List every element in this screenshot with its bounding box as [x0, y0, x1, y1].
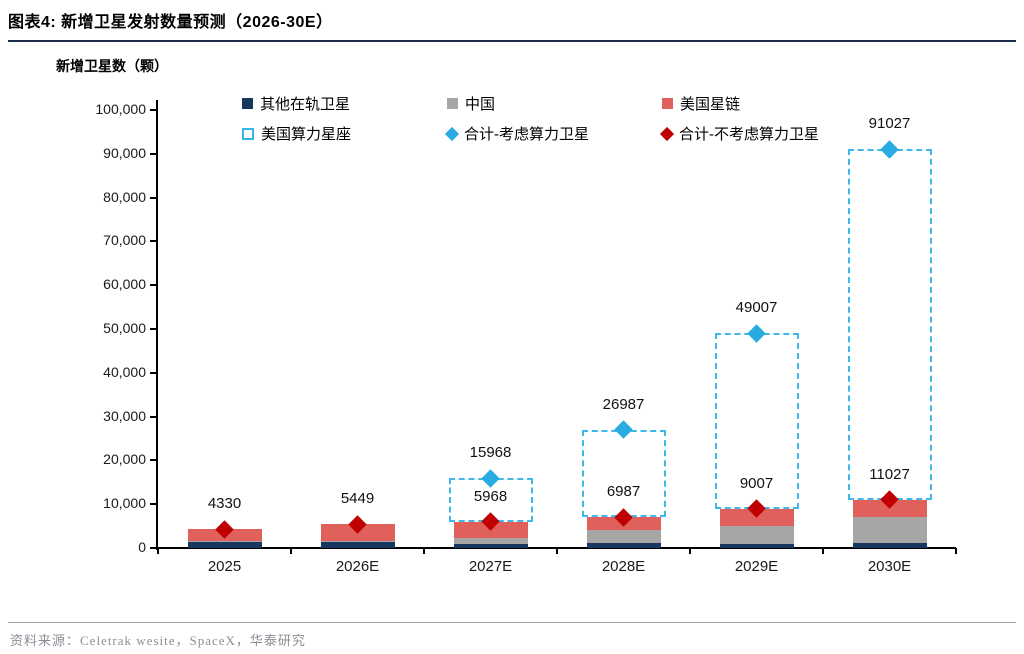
x-axis-tick	[556, 548, 558, 554]
bar-segment-china	[453, 538, 528, 544]
x-category-label: 2029E	[734, 558, 779, 575]
y-tick-label: 40,000	[103, 363, 146, 380]
legend-diamond-icon	[659, 126, 675, 141]
figure-title: 图表4: 新增卫星发射数量预测（2026-30E）	[8, 14, 333, 31]
x-axis-tick	[290, 548, 292, 554]
legend-label: 美国星链	[680, 96, 741, 113]
source-note: 资料来源：Celetrak wesite，SpaceX，华泰研究	[10, 633, 306, 648]
legend-label: 中国	[465, 96, 496, 113]
y-axis-tick	[150, 284, 157, 287]
legend-label: 美国算力星座	[261, 126, 352, 143]
bar-segment-other-in-orbit	[719, 544, 794, 548]
figure-title-bar: 图表4: 新增卫星发射数量预测（2026-30E）	[8, 8, 1016, 42]
bar-segment-other-in-orbit	[187, 542, 262, 548]
legend-label: 合计-考虑算力卫星	[464, 126, 589, 143]
total-without-compute-label: 11027	[869, 465, 910, 483]
total-with-compute-label: 26987	[602, 395, 645, 413]
bar-segment-china	[187, 541, 262, 543]
y-axis-tick	[150, 240, 157, 243]
y-tick-label: 90,000	[103, 144, 146, 161]
x-axis-tick	[689, 548, 691, 554]
footer-divider	[8, 622, 1016, 623]
bar-segment-china	[852, 517, 927, 544]
legend-dashed-square-icon	[242, 127, 254, 140]
y-axis-tick	[150, 196, 157, 199]
bar-segment-other-in-orbit	[453, 543, 528, 548]
bar-segment-other-in-orbit	[320, 541, 395, 548]
legend-label: 其他在轨卫星	[260, 96, 351, 113]
y-axis-tick	[150, 459, 157, 462]
compute-constellation-box	[847, 149, 932, 500]
x-category-label: 2028E	[601, 558, 646, 575]
y-tick-label: 80,000	[103, 188, 146, 205]
legend-square-icon	[242, 98, 253, 109]
legend-item-us-compute-constellation: 美国算力星座	[242, 123, 351, 144]
y-tick-label: 0	[138, 539, 146, 555]
y-tick-label: 50,000	[103, 320, 146, 336]
x-axis-tick	[157, 548, 159, 554]
legend-item-us-starlink: 美国星链	[662, 93, 740, 114]
y-tick-label: 30,000	[103, 407, 146, 424]
legend-item-china: 中国	[447, 93, 495, 114]
y-tick-label: 10,000	[103, 495, 146, 512]
legend-square-icon	[662, 98, 673, 109]
y-tick-label: 70,000	[103, 232, 146, 249]
y-axis-title: 新增卫星数（颗）	[56, 58, 168, 74]
bar-segment-other-in-orbit	[852, 543, 927, 548]
total-without-compute-label: 5449	[340, 490, 375, 508]
total-with-compute-label: 15968	[469, 444, 512, 462]
x-category-label: 2027E	[468, 558, 513, 575]
total-without-compute-label: 9007	[739, 474, 774, 492]
y-axis-tick	[150, 152, 157, 155]
x-axis-tick	[822, 548, 824, 554]
total-without-compute-label: 5968	[473, 487, 508, 505]
x-axis-tick	[423, 548, 425, 554]
bar-segment-china	[586, 530, 661, 544]
x-category-label: 2030E	[867, 558, 912, 575]
bar-segment-other-in-orbit	[586, 543, 661, 548]
x-category-label: 2025	[207, 558, 242, 575]
compute-constellation-box	[581, 429, 666, 518]
y-axis-tick	[150, 371, 157, 374]
x-category-label: 2026E	[335, 558, 380, 575]
y-axis-tick	[150, 503, 157, 506]
x-axis-tick	[955, 548, 957, 554]
total-with-compute-label: 49007	[735, 299, 778, 317]
legend-diamond-icon	[444, 126, 460, 141]
bar-segment-china	[320, 540, 395, 542]
bar-segment-china	[719, 526, 794, 545]
y-tick-label: 100,000	[95, 101, 146, 117]
legend-item-other-in-orbit: 其他在轨卫星	[242, 93, 350, 114]
y-axis-tick	[150, 415, 157, 418]
y-axis-line	[156, 100, 158, 550]
legend-square-icon	[447, 98, 458, 109]
y-axis-tick	[150, 109, 157, 111]
y-axis-tick	[150, 547, 157, 549]
total-without-compute-label: 6987	[606, 483, 641, 501]
y-tick-label: 20,000	[103, 451, 146, 468]
legend-item-total-without-compute: 合计-不考虑算力卫星	[659, 123, 819, 144]
total-without-compute-label: 4330	[207, 495, 242, 513]
y-tick-label: 60,000	[103, 276, 146, 293]
legend-label: 合计-不考虑算力卫星	[679, 126, 819, 143]
total-with-compute-label: 91027	[868, 115, 911, 133]
legend-item-total-with-compute: 合计-考虑算力卫星	[444, 123, 589, 144]
y-axis-tick	[150, 328, 157, 330]
